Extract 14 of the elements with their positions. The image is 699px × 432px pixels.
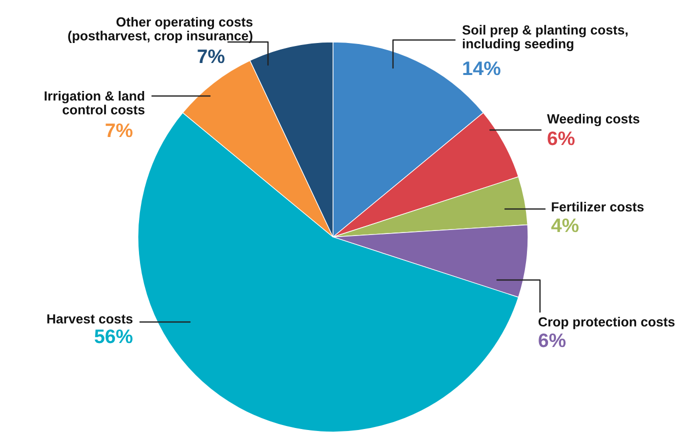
- data-label: 6%: [548, 131, 575, 146]
- slice-label: Irrigation & land control costs: [44, 90, 144, 114]
- data-label: 6%: [538, 333, 566, 348]
- data-label: 14%: [463, 62, 500, 76]
- slice-label: Weeding costs: [547, 114, 640, 126]
- slice-label: Other operating costs (postharvest, crop insurance): [68, 16, 252, 44]
- slice-label: Crop protection costs: [538, 316, 675, 330]
- slice-label: Soil prep & planting costs, including seeding: [462, 24, 628, 52]
- slice-label: Harvest costs: [47, 314, 132, 324]
- data-label: 7%: [106, 124, 132, 138]
- data-label: 7%: [198, 50, 224, 64]
- data-label: 4%: [551, 218, 579, 232]
- data-label: 56%: [94, 329, 132, 344]
- slice-label: Fertilizer costs: [552, 202, 644, 212]
